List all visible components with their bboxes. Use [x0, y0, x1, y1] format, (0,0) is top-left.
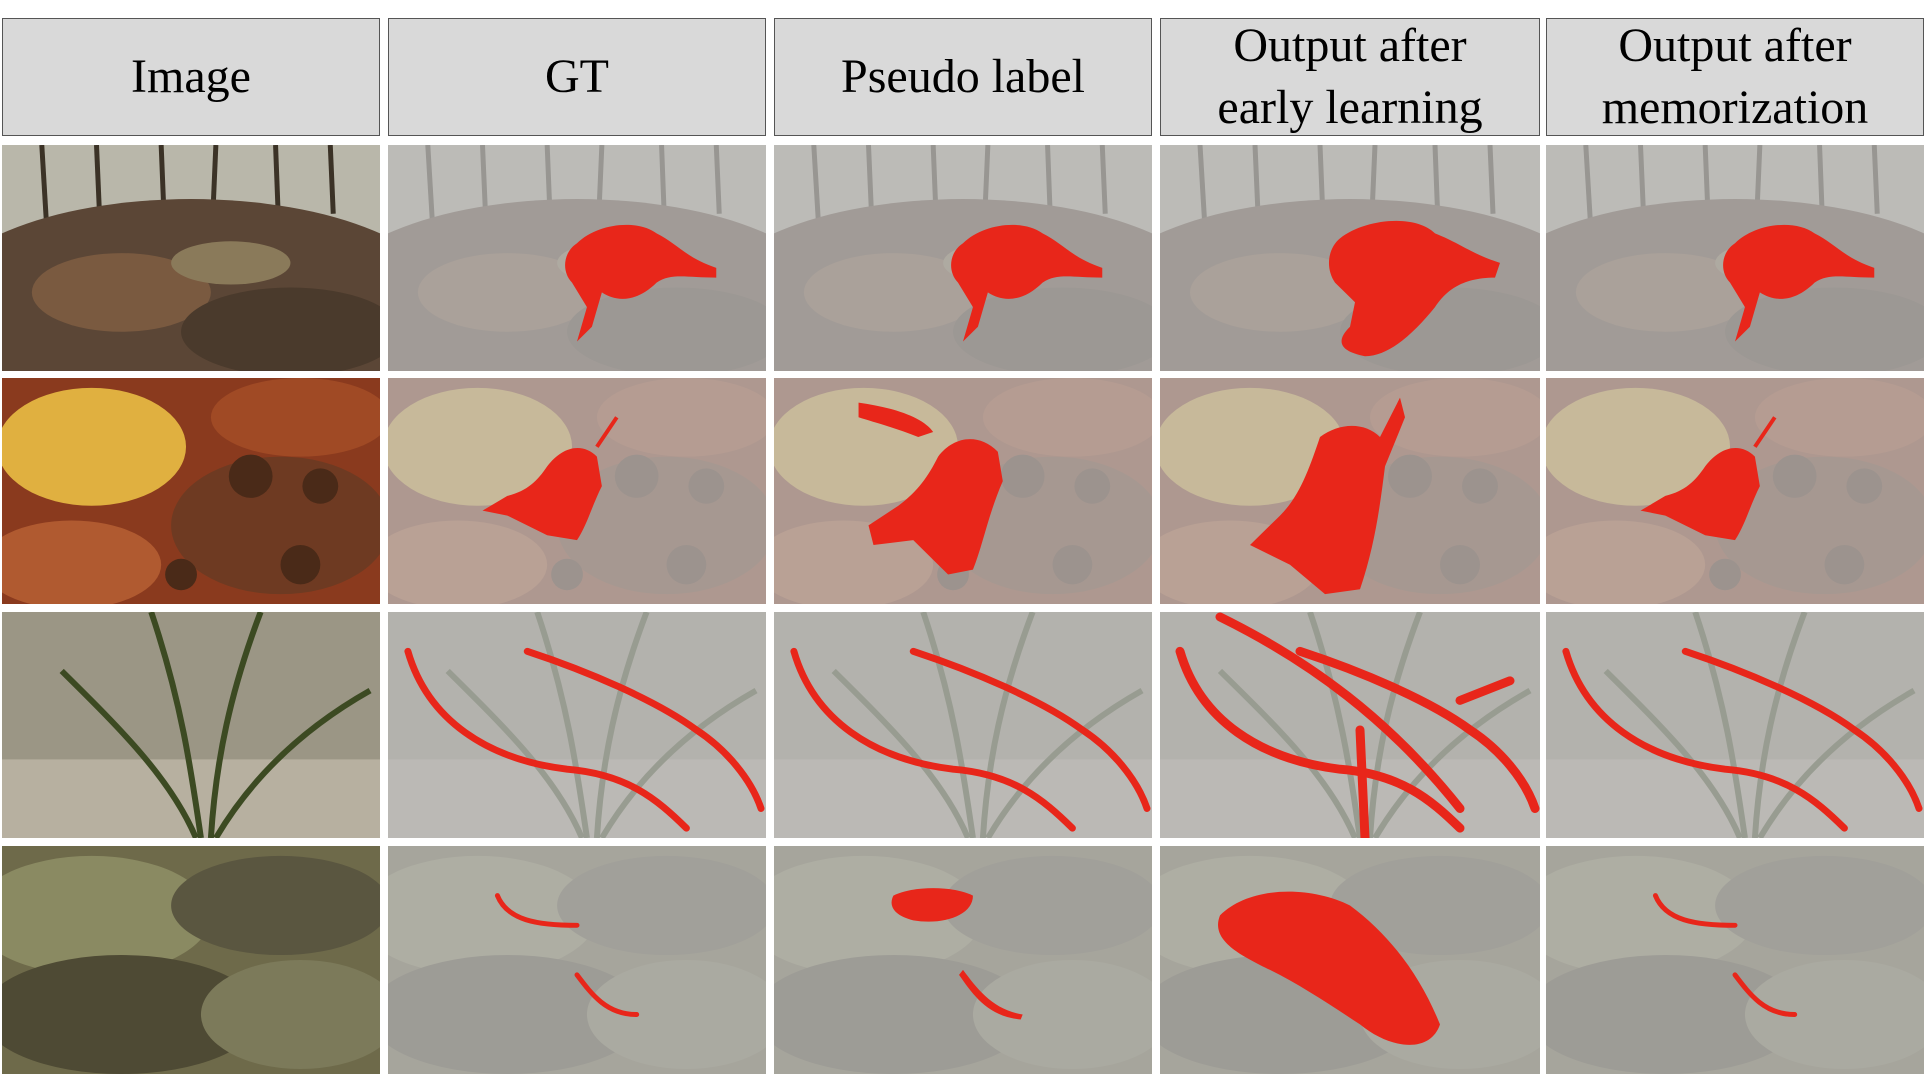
cell-rocky-algae-seabed-image [2, 846, 380, 1074]
camouflaged-frog-image [1546, 145, 1924, 371]
segmentation-mask [790, 647, 1151, 832]
segmentation-mask [951, 224, 1103, 342]
pipefish-image [1160, 612, 1540, 838]
hermit-crab-image [2, 378, 380, 604]
small-worms-image [1546, 846, 1924, 1074]
cell-red-coral-reef-early-learning [1160, 378, 1540, 604]
cell-seagrass-seabed-pseudo-label [774, 612, 1152, 838]
hermit-crab-image [388, 378, 766, 604]
cell-rocky-algae-seabed-early-learning [1160, 846, 1540, 1074]
camouflaged-frog-image [1160, 145, 1540, 371]
pipefish-image [2, 612, 380, 838]
small-worms-image [774, 846, 1152, 1074]
pipefish-image [1546, 612, 1924, 838]
cell-red-coral-reef-pseudo-label [774, 378, 1152, 604]
cell-rocky-algae-seabed-pseudo-label [774, 846, 1152, 1074]
segmentation-mask [1640, 416, 1777, 541]
camouflaged-frog-image [2, 145, 380, 371]
segmentation-mask [565, 224, 717, 342]
cell-forest-leaf-litter-early-learning [1160, 145, 1540, 371]
cell-seagrass-seabed-early-learning [1160, 612, 1540, 838]
header-gt: GT [388, 18, 766, 136]
segmentation-mask [891, 888, 1023, 1020]
cell-forest-leaf-litter-image [2, 145, 380, 371]
segmentation-mask [1250, 397, 1405, 595]
segmentation-mask [404, 647, 765, 832]
pipefish-image [388, 612, 766, 838]
cell-forest-leaf-litter-pseudo-label [774, 145, 1152, 371]
cell-seagrass-seabed-gt [388, 612, 766, 838]
segmentation-mask [1562, 647, 1923, 832]
segmentation-mask [1328, 220, 1500, 357]
cell-seagrass-seabed-memorization [1546, 612, 1924, 838]
header-output-early-learning: Output after early learning [1160, 18, 1540, 136]
header-output-memorization: Output after memorization [1546, 18, 1924, 136]
small-worms-image [388, 846, 766, 1074]
camouflaged-frog-image [388, 145, 766, 371]
cell-red-coral-reef-memorization [1546, 378, 1924, 604]
hermit-crab-image [774, 378, 1152, 604]
cell-forest-leaf-litter-memorization [1546, 145, 1924, 371]
segmentation-mask [1723, 224, 1875, 342]
header-image: Image [2, 18, 380, 136]
cell-red-coral-reef-gt [388, 378, 766, 604]
small-worms-image [2, 846, 380, 1074]
cell-rocky-algae-seabed-gt [388, 846, 766, 1074]
segmentation-mask [494, 893, 640, 1017]
segmentation-mask [858, 402, 1003, 575]
cell-seagrass-seabed-image [2, 612, 380, 838]
hermit-crab-image [1546, 378, 1924, 604]
cell-forest-leaf-litter-gt [388, 145, 766, 371]
segmentation-mask [1652, 893, 1798, 1017]
cell-rocky-algae-seabed-memorization [1546, 846, 1924, 1074]
hermit-crab-image [1160, 378, 1540, 604]
segmentation-mask [1175, 612, 1540, 838]
header-pseudo-label: Pseudo label [774, 18, 1152, 136]
segmentation-mask [482, 416, 619, 541]
segmentation-mask [1218, 891, 1440, 1045]
cell-red-coral-reef-image [2, 378, 380, 604]
camouflaged-frog-image [774, 145, 1152, 371]
pipefish-image [774, 612, 1152, 838]
small-worms-image [1160, 846, 1540, 1074]
